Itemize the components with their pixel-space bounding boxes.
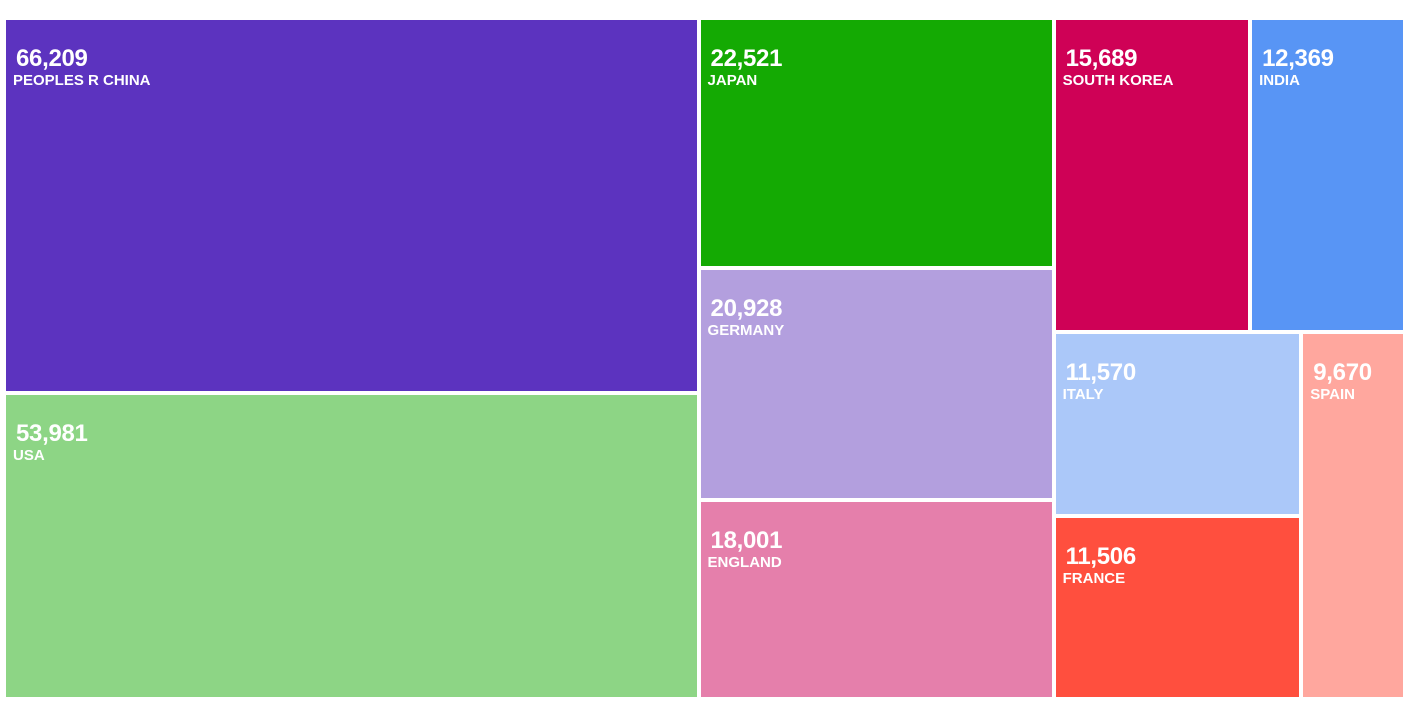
tile-category-label: SPAIN xyxy=(1310,386,1355,404)
treemap-tile-japan: 22,521 JAPAN xyxy=(700,20,1052,266)
tile-category-label: INDIA xyxy=(1259,72,1300,89)
tile-value-label: 15,689 xyxy=(1065,45,1138,72)
tile-category-label: PEOPLES R CHINA xyxy=(13,72,151,89)
tile-value-label: 11,506 xyxy=(1065,543,1137,571)
treemap-tile-germany: 20,928 GERMANY xyxy=(700,269,1052,498)
treemap-tile-england: 18,001 ENGLAND xyxy=(700,501,1052,697)
treemap-tile-south-korea: 15,689 SOUTH KOREA xyxy=(1055,20,1249,331)
treemap-tile-spain: 9,670 SPAIN xyxy=(1303,334,1403,697)
tile-value-label: 22,521 xyxy=(710,45,783,72)
treemap-tile-italy: 11,570 ITALY xyxy=(1055,334,1300,515)
tile-category-label: FRANCE xyxy=(1062,570,1126,588)
tile-category-label: ITALY xyxy=(1062,386,1104,404)
tile-category-label: ENGLAND xyxy=(707,553,782,571)
tile-category-label: JAPAN xyxy=(707,72,758,89)
tile-value-label: 66,209 xyxy=(16,45,88,72)
tile-category-label: SOUTH KOREA xyxy=(1062,72,1174,89)
tile-category-label: GERMANY xyxy=(707,321,785,339)
tile-value-label: 18,001 xyxy=(710,526,783,554)
tile-value-label: 53,981 xyxy=(16,420,88,448)
tile-value-label: 12,369 xyxy=(1262,45,1334,72)
treemap-tile-peoples-r-china: 66,209 PEOPLES R CHINA xyxy=(6,20,697,392)
tile-value-label: 11,570 xyxy=(1065,359,1137,387)
treemap-tile-india: 12,369 INDIA xyxy=(1252,20,1403,331)
tile-value-label: 9,670 xyxy=(1313,359,1372,387)
treemap-tile-usa: 53,981 USA xyxy=(6,395,697,697)
tile-value-label: 20,928 xyxy=(710,294,783,322)
treemap-tile-france: 11,506 FRANCE xyxy=(1055,518,1300,697)
tile-category-label: USA xyxy=(13,447,45,465)
